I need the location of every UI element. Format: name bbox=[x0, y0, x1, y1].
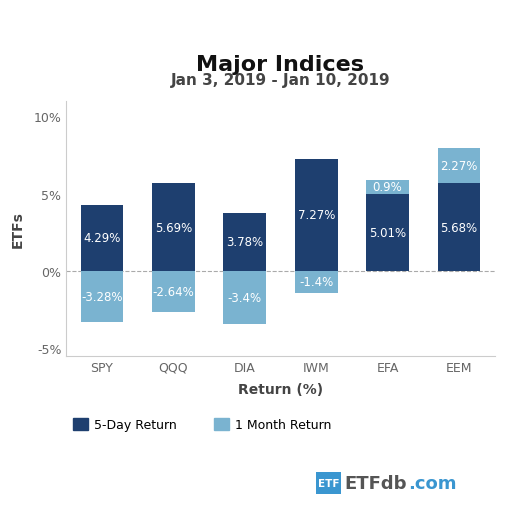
Text: 3.78%: 3.78% bbox=[226, 236, 263, 249]
X-axis label: Return (%): Return (%) bbox=[238, 382, 322, 397]
Bar bbox=[80, 205, 123, 271]
Bar bbox=[294, 159, 337, 271]
Text: 4.29%: 4.29% bbox=[83, 232, 121, 245]
Bar bbox=[223, 271, 266, 324]
Text: 2.27%: 2.27% bbox=[439, 160, 477, 173]
Text: ETF: ETF bbox=[317, 478, 338, 488]
Bar bbox=[294, 271, 337, 293]
Y-axis label: ETFs: ETFs bbox=[11, 211, 25, 247]
Bar bbox=[80, 271, 123, 322]
Text: 5.01%: 5.01% bbox=[369, 227, 405, 239]
Text: 5.68%: 5.68% bbox=[440, 221, 476, 234]
Bar bbox=[365, 194, 408, 271]
Text: -1.4%: -1.4% bbox=[298, 276, 333, 289]
Bar bbox=[365, 180, 408, 194]
Text: -2.64%: -2.64% bbox=[152, 286, 194, 298]
Bar bbox=[152, 184, 194, 271]
Text: .com: .com bbox=[407, 474, 456, 492]
Text: ETFdb: ETFdb bbox=[344, 474, 406, 492]
Bar bbox=[437, 149, 479, 184]
Bar bbox=[437, 184, 479, 271]
Bar bbox=[152, 271, 194, 312]
Text: 7.27%: 7.27% bbox=[297, 209, 334, 222]
Text: -3.4%: -3.4% bbox=[228, 291, 261, 304]
Bar bbox=[223, 213, 266, 271]
Text: 5.69%: 5.69% bbox=[154, 221, 192, 234]
Text: -3.28%: -3.28% bbox=[81, 290, 123, 303]
Text: 0.9%: 0.9% bbox=[372, 181, 402, 194]
Text: Jan 3, 2019 - Jan 10, 2019: Jan 3, 2019 - Jan 10, 2019 bbox=[171, 73, 389, 88]
Title: Major Indices: Major Indices bbox=[196, 55, 364, 75]
Legend: 5-Day Return, 1 Month Return: 5-Day Return, 1 Month Return bbox=[72, 418, 331, 432]
